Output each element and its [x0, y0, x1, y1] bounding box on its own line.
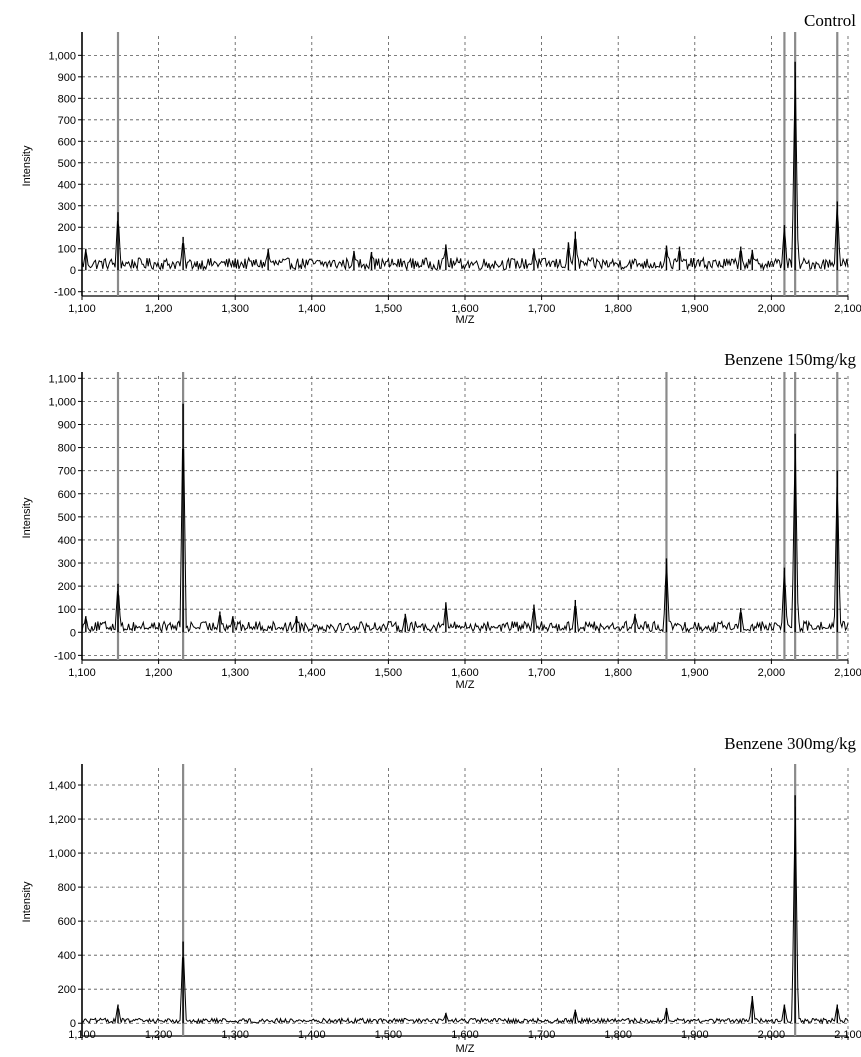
x-axis-label: M/Z [456, 1043, 475, 1055]
x-tick-label: 1,200 [145, 303, 173, 315]
spectrum-peaks [85, 61, 838, 271]
x-tick-label: 1,500 [375, 667, 403, 679]
x-tick-label: 2,100 [834, 667, 861, 679]
y-axis-label: Intensity [21, 497, 33, 538]
y-tick-label: 500 [58, 512, 76, 524]
y-tick-label: 400 [58, 950, 76, 962]
x-tick-label: 1,200 [145, 1029, 173, 1041]
x-tick-label: 2,100 [834, 303, 861, 315]
x-tick-label: 1,900 [681, 1029, 709, 1041]
y-tick-label: 0 [70, 265, 76, 277]
x-tick-label: 2,000 [758, 667, 786, 679]
grid-lines [82, 768, 849, 1036]
y-tick-label: 1,200 [48, 814, 76, 826]
y-tick-label: 0 [70, 1018, 76, 1030]
panel-title: Benzene 300mg/kg [724, 734, 856, 753]
y-tick-label: 0 [70, 627, 76, 639]
x-tick-label: 1,600 [451, 667, 479, 679]
y-tick-label: 200 [58, 581, 76, 593]
y-tick-label: 1,000 [48, 848, 76, 860]
x-tick-label: 1,700 [528, 1029, 556, 1041]
x-tick-label: 1,700 [528, 303, 556, 315]
x-axis-label: M/Z [456, 679, 475, 691]
y-tick-label: 100 [58, 604, 76, 616]
y-tick-label: 800 [58, 93, 76, 105]
x-tick-label: 2,000 [758, 303, 786, 315]
x-tick-label: 1,300 [221, 667, 249, 679]
x-tick-label: 1,400 [298, 303, 326, 315]
x-tick-label: 1,900 [681, 667, 709, 679]
x-tick-label: 1,300 [221, 303, 249, 315]
y-tick-label: 1,000 [48, 396, 76, 408]
y-tick-label: 400 [58, 179, 76, 191]
y-tick-labels: 0 200 400 600 800 1,000 1,200 1,400 [48, 780, 82, 1030]
grid-lines [82, 36, 849, 296]
x-tick-label: 1,100 [68, 303, 96, 315]
y-tick-label: 400 [58, 535, 76, 547]
y-tick-labels: -100 0 100 200 300 400 500 600 700 800 900 1,000 1,1… [48, 373, 82, 662]
x-tick-label: 1,800 [604, 667, 632, 679]
y-tick-label: 200 [58, 222, 76, 234]
y-tick-label: 200 [58, 984, 76, 996]
y-tick-label: 800 [58, 443, 76, 455]
x-tick-labels: 1,100 1,200 1,300 1,400 1,500 1,600 1,700 1,800… [68, 296, 861, 315]
x-tick-label: 1,100 [68, 667, 96, 679]
x-tick-label: 1,500 [375, 303, 403, 315]
x-tick-label: 1,400 [298, 1029, 326, 1041]
spectrum-peaks [85, 403, 838, 633]
x-tick-label: 1,600 [451, 303, 479, 315]
y-axis-label: Intensity [21, 145, 33, 186]
grid-lines [82, 376, 849, 660]
panel-control: -100 0 100 200 300 400 500 600 700 800 900 1,000 1,1… [21, 11, 861, 326]
y-tick-label: 1,400 [48, 780, 76, 792]
y-axis-label: Intensity [21, 881, 33, 922]
x-tick-labels: 1,100 1,200 1,300 1,400 1,500 1,600 1,700 1,800… [68, 660, 861, 679]
spectrum-trace [81, 806, 849, 1025]
y-tick-label: 300 [58, 201, 76, 213]
y-tick-label: -100 [54, 650, 76, 662]
panel-benzene-150: -100 0 100 200 300 400 500 600 700 800 900 1,000 1,1… [21, 350, 861, 691]
y-tick-label: 1,000 [48, 50, 76, 62]
x-tick-label: 2,100 [834, 1029, 861, 1041]
x-tick-label: 1,800 [604, 303, 632, 315]
y-tick-label: 600 [58, 916, 76, 928]
y-tick-label: 300 [58, 558, 76, 570]
y-tick-label: 900 [58, 419, 76, 431]
x-tick-label: 1,400 [298, 667, 326, 679]
y-tick-label: 500 [58, 158, 76, 170]
x-tick-label: 1,500 [375, 1029, 403, 1041]
x-tick-label: 1,800 [604, 1029, 632, 1041]
y-tick-label: 700 [58, 115, 76, 127]
x-tick-label: 1,600 [451, 1029, 479, 1041]
spectrum-trace [81, 443, 849, 634]
x-tick-label: 1,300 [221, 1029, 249, 1041]
spectrum-trace [81, 72, 849, 272]
y-tick-label: 800 [58, 882, 76, 894]
spectrum-peaks [117, 795, 838, 1024]
y-tick-label: 100 [58, 244, 76, 256]
y-tick-label: 600 [58, 489, 76, 501]
x-tick-label: 1,700 [528, 667, 556, 679]
y-tick-label: 1,100 [48, 373, 76, 385]
x-tick-label: 1,200 [145, 667, 173, 679]
x-tick-label: 1,900 [681, 303, 709, 315]
y-tick-label: -100 [54, 287, 76, 299]
x-tick-label: 2,000 [758, 1029, 786, 1041]
x-tick-labels: 1,100 1,200 1,300 1,400 1,500 1,600 1,700 1,800… [68, 1029, 861, 1041]
panel-title: Control [804, 11, 856, 30]
y-tick-label: 900 [58, 72, 76, 84]
y-tick-labels: -100 0 100 200 300 400 500 600 700 800 900 1,000 [48, 50, 82, 299]
y-tick-label: 600 [58, 136, 76, 148]
panel-title: Benzene 150mg/kg [724, 350, 856, 369]
x-axis-label: M/Z [456, 314, 475, 326]
y-tick-label: 700 [58, 466, 76, 478]
x-tick-label: 1,100 [68, 1029, 96, 1041]
